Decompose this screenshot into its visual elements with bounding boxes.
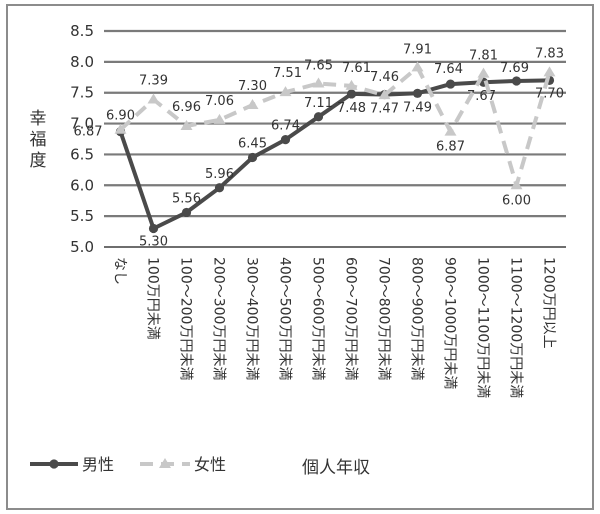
category-label: 1100～1200万円未満 bbox=[508, 257, 524, 398]
data-point bbox=[510, 179, 523, 190]
y-axis-label: 幸 bbox=[30, 109, 47, 129]
data-point bbox=[477, 67, 490, 78]
data-label: 6.96 bbox=[172, 100, 201, 115]
data-point bbox=[247, 152, 258, 163]
data-point bbox=[543, 66, 556, 77]
data-point bbox=[445, 79, 456, 89]
category-label: 500～600万円未満 bbox=[310, 257, 326, 380]
data-label: 7.91 bbox=[403, 42, 432, 57]
y-tick-label: 7.0 bbox=[70, 115, 94, 133]
y-tick-label: 5.0 bbox=[70, 238, 94, 256]
data-label: 5.56 bbox=[172, 191, 201, 206]
data-label: 7.69 bbox=[500, 61, 529, 76]
data-label: 7.46 bbox=[370, 70, 399, 85]
data-label: 7.83 bbox=[535, 46, 564, 61]
data-point bbox=[411, 61, 424, 72]
data-label: 7.65 bbox=[304, 58, 333, 73]
data-point bbox=[180, 120, 193, 131]
data-point bbox=[280, 135, 291, 145]
legend-marker-male bbox=[49, 459, 59, 469]
data-label: 7.64 bbox=[434, 62, 463, 77]
category-label: 100万円未満 bbox=[145, 257, 161, 340]
category-label: なし bbox=[112, 257, 128, 285]
data-point bbox=[412, 88, 423, 98]
data-label: 6.74 bbox=[271, 119, 300, 134]
data-label: 7.39 bbox=[139, 74, 168, 89]
data-point bbox=[214, 183, 225, 193]
data-point bbox=[511, 76, 522, 86]
data-point bbox=[181, 207, 192, 218]
data-point bbox=[444, 125, 457, 136]
legend-label-female: 女性 bbox=[194, 455, 226, 474]
category-label: 100～200万円未満 bbox=[178, 257, 194, 380]
data-point bbox=[312, 77, 325, 88]
data-label: 7.51 bbox=[273, 66, 302, 81]
category-label: 900～1000万円未満 bbox=[442, 257, 458, 389]
data-label: 6.00 bbox=[502, 193, 531, 208]
data-label: 6.90 bbox=[106, 109, 135, 124]
y-tick-label: 5.5 bbox=[70, 207, 94, 225]
data-point bbox=[147, 93, 160, 104]
data-point bbox=[148, 223, 159, 234]
data-label: 7.47 bbox=[370, 102, 399, 117]
data-point bbox=[378, 89, 391, 100]
data-label: 7.81 bbox=[469, 49, 498, 64]
y-tick-label: 8.5 bbox=[70, 22, 94, 40]
data-label: 6.87 bbox=[436, 140, 465, 155]
data-point bbox=[246, 99, 259, 110]
data-label: 7.61 bbox=[342, 61, 371, 76]
category-label: 700～800万円未満 bbox=[376, 257, 392, 380]
data-label: 7.11 bbox=[304, 96, 333, 111]
category-label: 1200万円以上 bbox=[541, 257, 557, 349]
data-label: 5.96 bbox=[205, 167, 234, 182]
legend-label-male: 男性 bbox=[82, 455, 114, 474]
data-label: 5.30 bbox=[139, 234, 168, 249]
category-label: 400～500万円未満 bbox=[277, 257, 293, 380]
data-point bbox=[213, 113, 226, 124]
legend-marker-female bbox=[159, 458, 171, 468]
data-label: 7.30 bbox=[238, 79, 267, 94]
data-point bbox=[345, 79, 358, 90]
data-point bbox=[114, 123, 127, 134]
data-label: 7.49 bbox=[403, 100, 432, 115]
data-label: 7.70 bbox=[535, 86, 564, 101]
y-tick-label: 8.0 bbox=[70, 53, 94, 71]
chart-frame bbox=[6, 4, 594, 510]
category-label: 200～300万円未満 bbox=[211, 257, 227, 380]
data-point bbox=[279, 86, 292, 97]
y-axis-label: 度 bbox=[30, 151, 47, 171]
data-label: 6.45 bbox=[238, 137, 267, 152]
data-label: 7.06 bbox=[205, 94, 234, 109]
y-tick-label: 6.0 bbox=[70, 176, 94, 194]
data-point bbox=[313, 112, 324, 122]
y-tick-label: 7.5 bbox=[70, 84, 94, 102]
category-label: 600～700万円未満 bbox=[343, 257, 359, 380]
series-line-1 bbox=[119, 65, 552, 188]
category-label: 800～900万円未満 bbox=[409, 257, 425, 380]
category-label: 300～400万円未満 bbox=[244, 257, 260, 380]
data-label: 6.87 bbox=[74, 125, 103, 140]
category-label: 1000～1100万円未満 bbox=[475, 257, 491, 398]
data-point bbox=[346, 89, 357, 99]
y-tick-label: 6.5 bbox=[70, 145, 94, 163]
x-axis-label: 個人年収 bbox=[302, 458, 370, 478]
data-label: 7.48 bbox=[337, 101, 366, 116]
y-axis-label: 福 bbox=[30, 130, 47, 150]
